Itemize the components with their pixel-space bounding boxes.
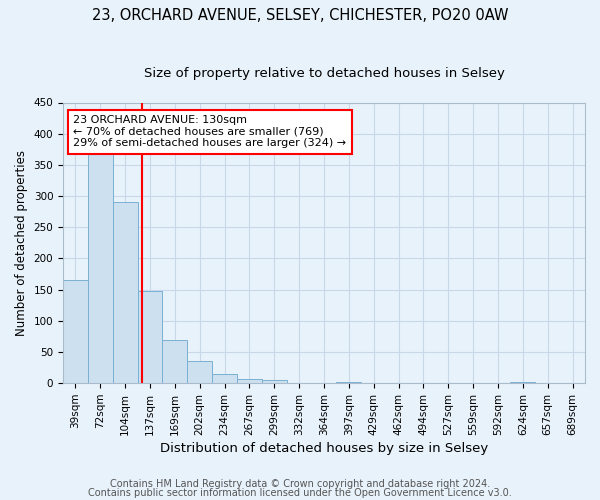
Title: Size of property relative to detached houses in Selsey: Size of property relative to detached ho… bbox=[143, 68, 505, 80]
Bar bbox=[163, 340, 187, 383]
Bar bbox=[187, 362, 212, 383]
Bar bbox=[237, 379, 262, 383]
Bar bbox=[337, 382, 361, 383]
Bar bbox=[262, 380, 287, 383]
Bar bbox=[63, 280, 88, 383]
Bar bbox=[113, 202, 137, 383]
Bar bbox=[212, 374, 237, 383]
Bar bbox=[88, 150, 113, 383]
X-axis label: Distribution of detached houses by size in Selsey: Distribution of detached houses by size … bbox=[160, 442, 488, 455]
Text: 23, ORCHARD AVENUE, SELSEY, CHICHESTER, PO20 0AW: 23, ORCHARD AVENUE, SELSEY, CHICHESTER, … bbox=[92, 8, 508, 22]
Bar bbox=[137, 291, 163, 383]
Text: Contains HM Land Registry data © Crown copyright and database right 2024.: Contains HM Land Registry data © Crown c… bbox=[110, 479, 490, 489]
Y-axis label: Number of detached properties: Number of detached properties bbox=[15, 150, 28, 336]
Text: Contains public sector information licensed under the Open Government Licence v3: Contains public sector information licen… bbox=[88, 488, 512, 498]
Text: 23 ORCHARD AVENUE: 130sqm
← 70% of detached houses are smaller (769)
29% of semi: 23 ORCHARD AVENUE: 130sqm ← 70% of detac… bbox=[73, 115, 347, 148]
Bar bbox=[511, 382, 535, 383]
